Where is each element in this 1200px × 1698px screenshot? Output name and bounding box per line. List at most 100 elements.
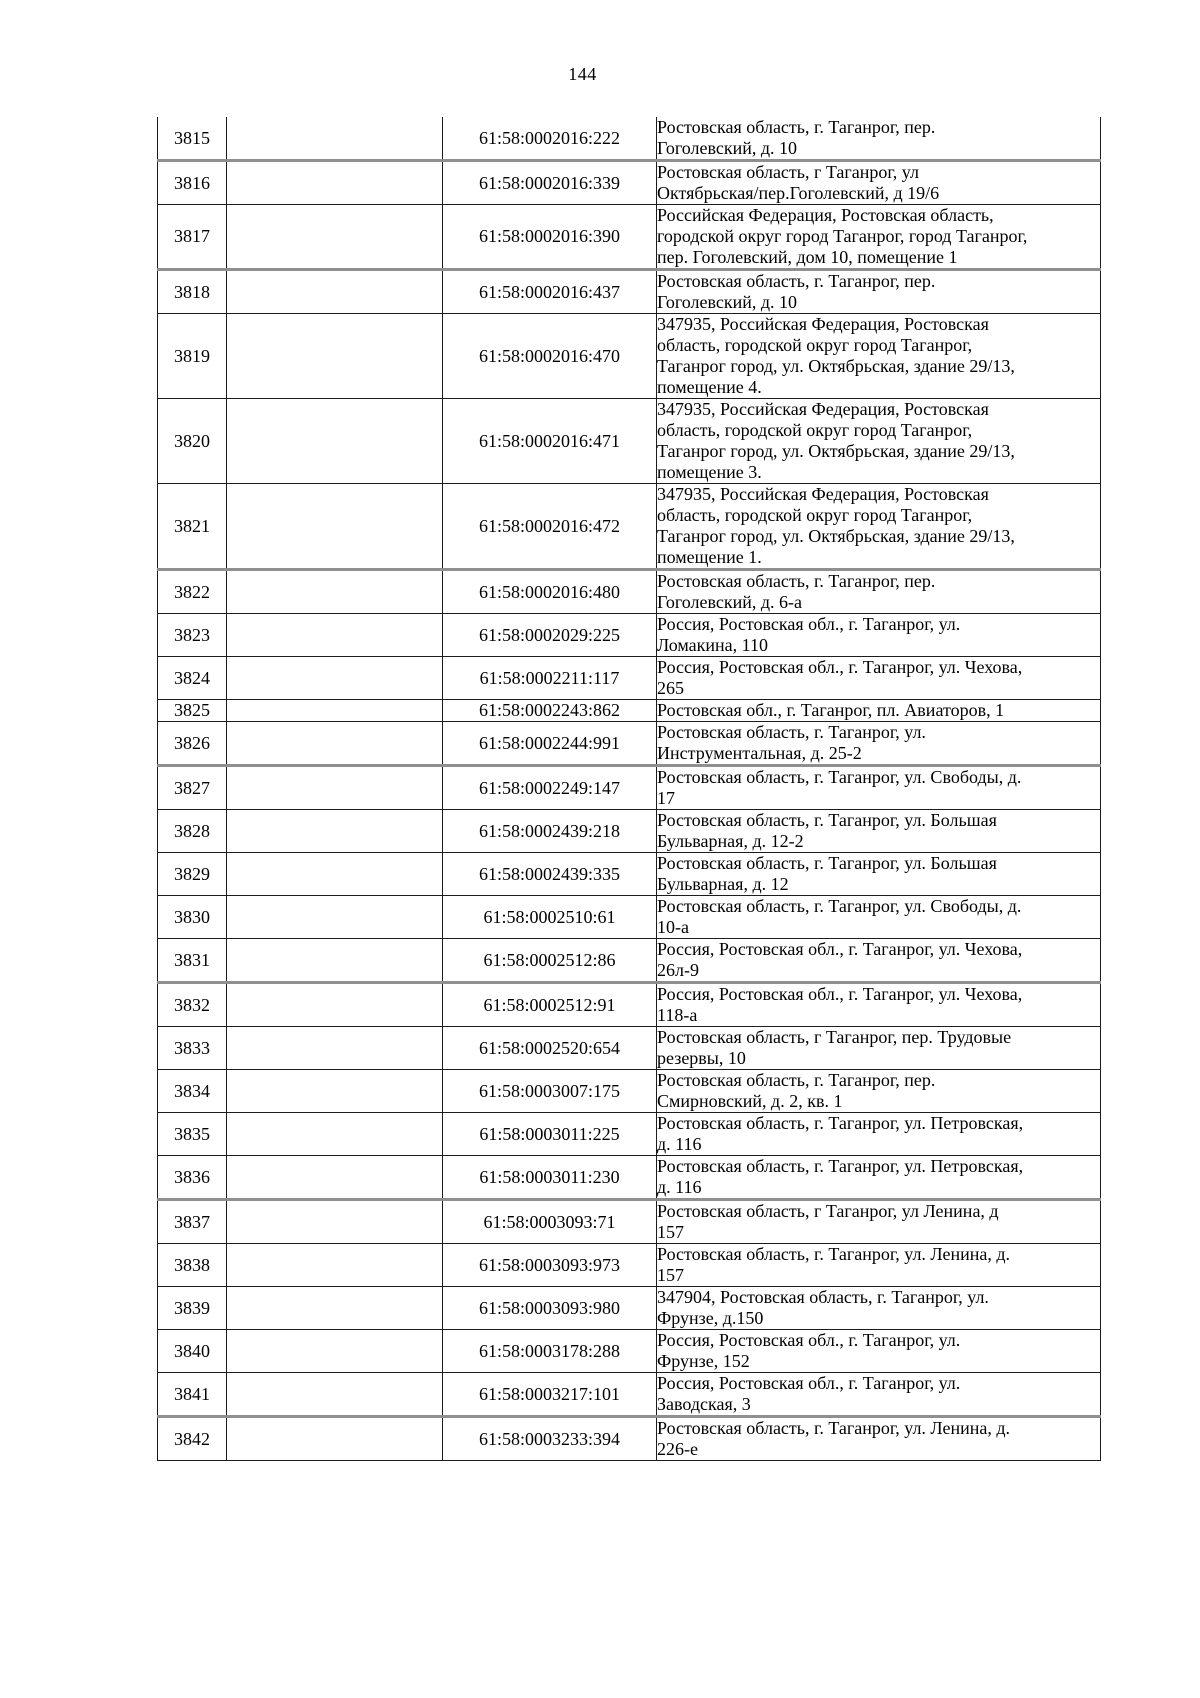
cadastral-number-cell: 61:58:0002439:218 bbox=[442, 809, 657, 853]
empty-cell bbox=[226, 117, 443, 161]
row-number-cell: 3832 bbox=[157, 981, 227, 1027]
row-number-cell: 3830 bbox=[157, 895, 227, 939]
empty-cell bbox=[226, 1286, 443, 1330]
row-number-cell: 3815 bbox=[157, 117, 227, 161]
empty-cell bbox=[226, 268, 443, 314]
table-row: 3839 61:58:0003093:980 347904, Ростовска… bbox=[157, 1286, 1101, 1330]
table-row: 3817 61:58:0002016:390 Российская Федера… bbox=[157, 204, 1101, 270]
address-cell: Ростовская область, г. Таганрог, ул. Инс… bbox=[656, 721, 1101, 766]
table-row: 3832 61:58:0002512:91 Россия, Ростовская… bbox=[157, 981, 1101, 1027]
table-row: 3821 61:58:0002016:472 347935, Российска… bbox=[157, 483, 1101, 570]
cadastral-number-cell: 61:58:0003178:288 bbox=[442, 1329, 657, 1373]
address-cell: Ростовская область, г. Таганрог, ул. Бол… bbox=[656, 852, 1101, 896]
address-cell: Ростовская область, г. Таганрог, ул. Лен… bbox=[656, 1415, 1101, 1461]
address-cell: Россия, Ростовская обл., г. Таганрог, ул… bbox=[656, 613, 1101, 657]
cadastral-number-cell: 61:58:0002029:225 bbox=[442, 613, 657, 657]
cadastral-number-cell: 61:58:0002243:862 bbox=[442, 699, 657, 722]
address-cell: Ростовская область, г. Таганрог, ул. Сво… bbox=[656, 764, 1101, 810]
cadastral-number-cell: 61:58:0002249:147 bbox=[442, 764, 657, 810]
cadastral-number-cell: 61:58:0003217:101 bbox=[442, 1372, 657, 1417]
empty-cell bbox=[226, 981, 443, 1027]
address-cell: Ростовская область, г. Таганрог, пер. Го… bbox=[656, 268, 1101, 314]
address-cell: Российская Федерация, Ростовская область… bbox=[656, 204, 1101, 270]
cadastral-number-cell: 61:58:0002244:991 bbox=[442, 721, 657, 766]
table-row: 3819 61:58:0002016:470 347935, Российска… bbox=[157, 313, 1101, 399]
empty-cell bbox=[226, 764, 443, 810]
address-cell: 347935, Российская Федерация, Ростовская… bbox=[656, 313, 1101, 399]
empty-cell bbox=[226, 1026, 443, 1070]
cadastral-number-cell: 61:58:0003233:394 bbox=[442, 1415, 657, 1461]
address-cell: 347935, Российская Федерация, Ростовская… bbox=[656, 483, 1101, 570]
table-row: 3826 61:58:0002244:991 Ростовская област… bbox=[157, 721, 1101, 766]
cadastral-number-cell: 61:58:0002016:390 bbox=[442, 204, 657, 270]
cadastral-number-cell: 61:58:0002016:471 bbox=[442, 398, 657, 484]
address-cell: Ростовская обл., г. Таганрог, пл. Авиато… bbox=[656, 699, 1101, 722]
cadastral-number-cell: 61:58:0003093:71 bbox=[442, 1198, 657, 1244]
address-cell: Ростовская область, г. Таганрог, ул. Пет… bbox=[656, 1155, 1101, 1200]
empty-cell bbox=[226, 1069, 443, 1113]
table-row: 3829 61:58:0002439:335 Ростовская област… bbox=[157, 852, 1101, 896]
address-cell: Ростовская область, г. Таганрог, пер. Го… bbox=[656, 117, 1101, 161]
row-number-cell: 3838 bbox=[157, 1243, 227, 1287]
table-row: 3837 61:58:0003093:71 Ростовская область… bbox=[157, 1198, 1101, 1244]
empty-cell bbox=[226, 1112, 443, 1156]
empty-cell bbox=[226, 938, 443, 983]
cadastral-number-cell: 61:58:0003011:225 bbox=[442, 1112, 657, 1156]
empty-cell bbox=[226, 1372, 443, 1417]
cadastral-number-cell: 61:58:0002016:480 bbox=[442, 568, 657, 614]
empty-cell bbox=[226, 613, 443, 657]
empty-cell bbox=[226, 568, 443, 614]
row-number-cell: 3835 bbox=[157, 1112, 227, 1156]
table-row: 3815 61:58:0002016:222 Ростовская област… bbox=[157, 117, 1101, 161]
empty-cell bbox=[226, 1329, 443, 1373]
empty-cell bbox=[226, 1415, 443, 1461]
address-cell: Ростовская область, г. Таганрог, ул. Бол… bbox=[656, 809, 1101, 853]
cadastral-number-cell: 61:58:0003007:175 bbox=[442, 1069, 657, 1113]
row-number-cell: 3824 bbox=[157, 656, 227, 700]
table-row: 3838 61:58:0003093:973 Ростовская област… bbox=[157, 1243, 1101, 1287]
cadastral-number-cell: 61:58:0003093:980 bbox=[442, 1286, 657, 1330]
table-row: 3827 61:58:0002249:147 Ростовская област… bbox=[157, 764, 1101, 810]
empty-cell bbox=[226, 1198, 443, 1244]
address-cell: Россия, Ростовская обл., г. Таганрог, ул… bbox=[656, 1329, 1101, 1373]
address-cell: Ростовская область, г. Таганрог, ул. Сво… bbox=[656, 895, 1101, 939]
row-number-cell: 3825 bbox=[157, 699, 227, 722]
empty-cell bbox=[226, 313, 443, 399]
address-cell: Ростовская область, г Таганрог, ул Ленин… bbox=[656, 1198, 1101, 1244]
table-row: 3823 61:58:0002029:225 Россия, Ростовска… bbox=[157, 613, 1101, 657]
table-row: 3822 61:58:0002016:480 Ростовская област… bbox=[157, 568, 1101, 614]
row-number-cell: 3821 bbox=[157, 483, 227, 570]
empty-cell bbox=[226, 1155, 443, 1200]
empty-cell bbox=[226, 204, 443, 270]
cadastral-number-cell: 61:58:0002520:654 bbox=[442, 1026, 657, 1070]
row-number-cell: 3823 bbox=[157, 613, 227, 657]
table-row: 3834 61:58:0003007:175 Ростовская област… bbox=[157, 1069, 1101, 1113]
cadastral-number-cell: 61:58:0002211:117 bbox=[442, 656, 657, 700]
row-number-cell: 3831 bbox=[157, 938, 227, 983]
cadastral-number-cell: 61:58:0002016:470 bbox=[442, 313, 657, 399]
address-cell: Ростовская область, г Таганрог, ул Октяб… bbox=[656, 159, 1101, 205]
row-number-cell: 3820 bbox=[157, 398, 227, 484]
table-row: 3820 61:58:0002016:471 347935, Российска… bbox=[157, 398, 1101, 484]
row-number-cell: 3842 bbox=[157, 1415, 227, 1461]
cadastral-number-cell: 61:58:0002512:86 bbox=[442, 938, 657, 983]
row-number-cell: 3829 bbox=[157, 852, 227, 896]
empty-cell bbox=[226, 721, 443, 766]
address-cell: Ростовская область, г. Таганрог, пер. См… bbox=[656, 1069, 1101, 1113]
cadastral-number-cell: 61:58:0002016:472 bbox=[442, 483, 657, 570]
row-number-cell: 3827 bbox=[157, 764, 227, 810]
table-row: 3840 61:58:0003178:288 Россия, Ростовска… bbox=[157, 1329, 1101, 1373]
table-row: 3833 61:58:0002520:654 Ростовская област… bbox=[157, 1026, 1101, 1070]
row-number-cell: 3837 bbox=[157, 1198, 227, 1244]
address-cell: 347904, Ростовская область, г. Таганрог,… bbox=[656, 1286, 1101, 1330]
table-row: 3825 61:58:0002243:862 Ростовская обл., … bbox=[157, 699, 1101, 722]
cadastral-number-cell: 61:58:0002016:339 bbox=[442, 159, 657, 205]
row-number-cell: 3836 bbox=[157, 1155, 227, 1200]
empty-cell bbox=[226, 398, 443, 484]
page-number: 144 bbox=[568, 64, 597, 84]
cadastral-number-cell: 61:58:0002512:91 bbox=[442, 981, 657, 1027]
empty-cell bbox=[226, 483, 443, 570]
table-row: 3818 61:58:0002016:437 Ростовская област… bbox=[157, 268, 1101, 314]
empty-cell bbox=[226, 895, 443, 939]
address-cell: Россия, Ростовская обл., г. Таганрог, ул… bbox=[656, 981, 1101, 1027]
